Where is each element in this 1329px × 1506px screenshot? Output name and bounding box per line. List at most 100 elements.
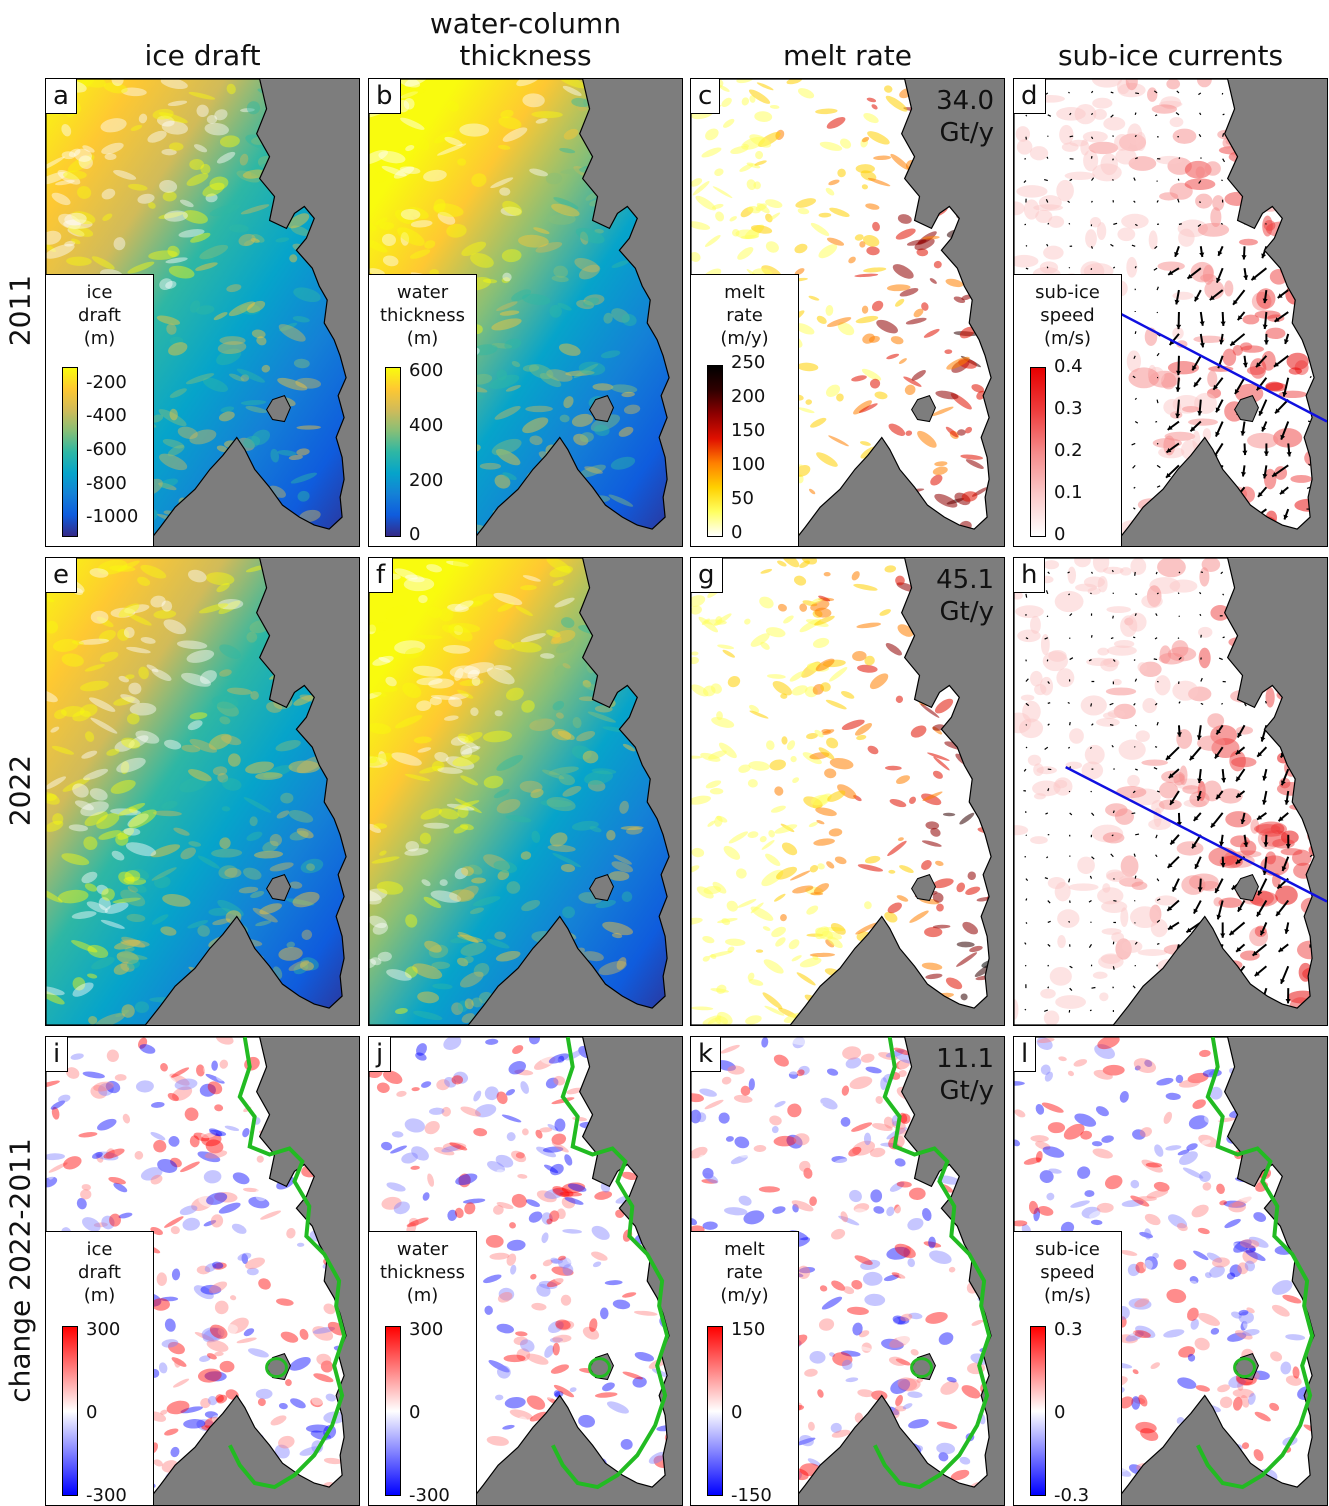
colorbar-tick: -200 — [86, 372, 127, 393]
total-melt-stat: 11.1 Gt/y — [936, 1043, 994, 1107]
colorbar-title: ice draft (m) — [46, 281, 153, 350]
colorbar-title: water thickness (m) — [369, 1238, 476, 1307]
colorbar-water-thickness-change: water thickness (m) 300 0 -300 — [369, 1231, 477, 1505]
column-title-line2: sub-ice currents — [1057, 39, 1284, 72]
row-title-change: change 2022-2011 — [3, 1138, 37, 1403]
colorbar-tick: 50 — [731, 488, 754, 509]
colorbar-tick: 0.4 — [1054, 356, 1083, 377]
panel-letter: j — [369, 1037, 392, 1072]
colorbar-title-line: (m/s) — [1043, 328, 1092, 349]
colorbar-tick: 0 — [1054, 524, 1066, 545]
colorbar-tick: -1000 — [86, 506, 139, 527]
ice-draft-map — [46, 558, 347, 1025]
column-title-line2: ice draft — [144, 39, 261, 72]
colorbar-title-line: thickness — [379, 1262, 466, 1283]
colorbar-tick: 0 — [1054, 1402, 1066, 1423]
colorbar-title-line: (m) — [406, 1285, 439, 1306]
colorbar-title-line: sub-ice — [1035, 1239, 1100, 1260]
total-melt-unit: Gt/y — [939, 597, 995, 627]
colorbar-tick: 0.1 — [1054, 482, 1083, 503]
total-melt-value: 34.0 — [936, 86, 994, 116]
colorbar-title: melt rate (m/y) — [691, 1238, 798, 1307]
colorbar-title-line: speed — [1040, 305, 1095, 326]
column-title-line1 — [690, 8, 1005, 40]
colorbar-gradient — [707, 1326, 723, 1496]
panel-letter: l — [1014, 1037, 1037, 1072]
melt-rate-map — [691, 558, 992, 1025]
colorbar-tick: 0.3 — [1054, 398, 1083, 419]
colorbar-title-line: water — [396, 282, 449, 303]
colorbar-gradient — [385, 1326, 401, 1496]
colorbar-gradient — [1030, 1326, 1046, 1496]
panel-letter: g — [691, 558, 723, 593]
colorbar-title-line: water — [396, 1239, 449, 1260]
colorbar-title: water thickness (m) — [369, 281, 476, 350]
panel-a-ice-draft-2011: a ice draft (m) -200 -400 -600 -800 -100… — [45, 78, 360, 547]
colorbar-title: melt rate (m/y) — [691, 281, 798, 350]
colorbar-tick: -300 — [409, 1485, 450, 1506]
colorbar-title-line: melt — [724, 1239, 765, 1260]
column-title-sub-ice-currents: sub-ice currents — [1013, 8, 1328, 72]
panel-letter: i — [46, 1037, 69, 1072]
panel-k-melt-rate-change: k 11.1 Gt/y melt rate (m/y) 150 0 -150 — [690, 1036, 1005, 1506]
colorbar-ice-draft: ice draft (m) -200 -400 -600 -800 -1000 — [46, 274, 154, 546]
colorbar-title-line: (m/y) — [720, 328, 769, 349]
total-melt-stat: 34.0 Gt/y — [936, 85, 994, 149]
panel-letter: f — [369, 558, 394, 593]
colorbar-melt-rate: melt rate (m/y) 250 200 150 100 50 0 — [691, 274, 799, 546]
colorbar-tick: 0 — [409, 524, 421, 545]
panel-i-ice-draft-change: i ice draft (m) 300 0 -300 — [45, 1036, 360, 1506]
colorbar-title-line: (m) — [83, 1285, 116, 1306]
panel-letter: h — [1014, 558, 1046, 593]
colorbar-title: sub-ice speed (m/s) — [1014, 281, 1121, 350]
colorbar-tick: -800 — [86, 473, 127, 494]
colorbar-tick: 150 — [731, 420, 766, 441]
colorbar-title-line: thickness — [379, 305, 466, 326]
colorbar-gradient — [62, 1326, 78, 1496]
panel-j-water-thickness-change: j water thickness (m) 300 0 -300 — [368, 1036, 683, 1506]
column-title-line2: melt rate — [782, 39, 913, 72]
colorbar-tick: 150 — [731, 1319, 766, 1340]
colorbar-tick: 400 — [409, 415, 444, 436]
panel-letter: k — [691, 1037, 722, 1072]
colorbar-title-line: (m/y) — [720, 1285, 769, 1306]
water-thickness-map — [369, 558, 670, 1025]
colorbar-title-line: (m/s) — [1043, 1285, 1092, 1306]
panel-c-melt-rate-2011: c 34.0 Gt/y melt rate (m/y) 250 200 150 … — [690, 78, 1005, 547]
colorbar-title-line: rate — [726, 1262, 763, 1283]
colorbar-title-line: melt — [724, 282, 765, 303]
colorbar-title-line: rate — [726, 305, 763, 326]
colorbar-tick: -300 — [86, 1485, 127, 1506]
ice-shelf-field — [46, 558, 347, 1025]
sub-ice-speed-map — [1014, 558, 1327, 1025]
panel-b-water-thickness-2011: b water thickness (m) 600 400 200 0 — [368, 78, 683, 547]
row-title-2011: 2011 — [3, 274, 37, 347]
panel-l-sub-ice-currents-change: l sub-ice speed (m/s) 0.3 0 -0.3 — [1013, 1036, 1328, 1506]
colorbar-title-line: ice — [86, 282, 113, 303]
panel-g-melt-rate-2022: g 45.1 Gt/y — [690, 557, 1005, 1026]
colorbar-sub-ice-speed-change: sub-ice speed (m/s) 0.3 0 -0.3 — [1014, 1231, 1122, 1505]
colorbar-tick: 0.2 — [1054, 440, 1083, 461]
panel-letter: d — [1014, 79, 1046, 114]
column-title-line1: water-column — [429, 7, 622, 40]
ice-shelf-field — [369, 558, 670, 1025]
colorbar-title-line: speed — [1040, 1262, 1095, 1283]
row-title-2022: 2022 — [3, 754, 37, 827]
colorbar-tick: 0 — [731, 1402, 743, 1423]
colorbar-title-line: ice — [86, 1239, 113, 1260]
column-title-water-column-thickness: water-column thickness — [368, 8, 683, 72]
colorbar-gradient — [385, 367, 401, 537]
column-title-line2: thickness — [459, 39, 592, 72]
total-melt-value: 11.1 — [936, 1044, 994, 1074]
colorbar-tick: 0 — [409, 1402, 421, 1423]
panel-letter: e — [46, 558, 77, 593]
total-melt-stat: 45.1 Gt/y — [936, 564, 994, 628]
column-title-line1 — [45, 8, 360, 40]
colorbar-title-line: draft — [78, 1262, 121, 1283]
panel-letter: b — [369, 79, 401, 114]
colorbar-tick: -0.3 — [1054, 1485, 1090, 1506]
colorbar-tick: 100 — [731, 454, 766, 475]
column-title-ice-draft: ice draft — [45, 8, 360, 72]
colorbar-tick: 0 — [731, 522, 743, 543]
ice-shelf-field — [691, 558, 992, 1025]
